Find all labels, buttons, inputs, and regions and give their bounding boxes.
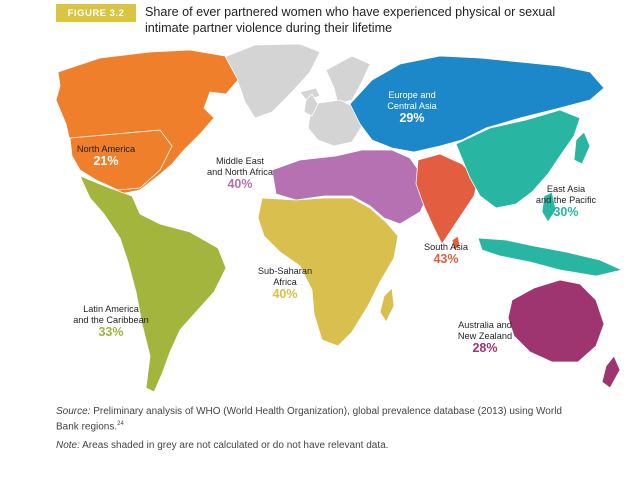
region-latin-america[interactable] xyxy=(79,175,227,393)
label-mena-value: 40% xyxy=(227,177,253,191)
region-mena[interactable] xyxy=(271,149,429,225)
label-ssa-value: 40% xyxy=(272,287,298,301)
label-south-asia-name: South Asia xyxy=(424,242,468,252)
figure-notes: Source: Preliminary analysis of WHO (Wor… xyxy=(56,405,576,458)
label-latin-america-line2: and the Caribbean xyxy=(73,315,149,325)
region-europe-ca[interactable] xyxy=(349,55,605,153)
label-ssa: Sub-Saharan Africa 40% xyxy=(248,266,322,300)
figure-badge: FIGURE 3.2 xyxy=(56,4,136,22)
label-north-america-name: North America xyxy=(76,144,136,154)
label-latin-america-line1: Latin America xyxy=(83,304,139,314)
label-south-asia: South Asia 43% xyxy=(412,242,480,265)
note-text: Areas shaded in grey are not calculated … xyxy=(82,440,389,452)
shading-note: Note: Areas shaded in grey are not calcu… xyxy=(56,439,576,452)
indonesia-shape xyxy=(477,237,624,277)
source-note: Source: Preliminary analysis of WHO (Wor… xyxy=(56,405,576,433)
label-europe-ca-line1: Europe and xyxy=(388,90,436,100)
label-europe-ca-line2: Central Asia xyxy=(387,101,437,111)
region-east-asia[interactable] xyxy=(455,109,581,209)
label-mena-line1: Middle East xyxy=(215,156,264,166)
label-aus-nz-line2: New Zealand xyxy=(457,331,513,341)
region-ssa[interactable] xyxy=(257,197,399,347)
label-east-asia-line2: and the Pacific xyxy=(535,195,597,205)
source-ref: 24 xyxy=(117,421,124,427)
uk-grey-shape xyxy=(303,93,319,117)
nz-shape xyxy=(601,355,621,389)
western-europe-grey-shape xyxy=(307,99,363,147)
scandinavia-grey-shape xyxy=(325,55,371,105)
label-east-asia: East Asia and the Pacific 30% xyxy=(526,184,606,218)
figure-title: Share of ever partnered women who have e… xyxy=(145,5,556,35)
label-europe-ca: Europe and Central Asia 29% xyxy=(372,90,452,124)
label-europe-ca-value: 29% xyxy=(399,111,425,125)
label-latin-america: Latin America and the Caribbean 33% xyxy=(64,304,158,338)
usa-shape xyxy=(69,129,173,191)
madagascar-shape xyxy=(379,287,395,323)
greenland-shape xyxy=(221,43,321,119)
label-aus-nz-line1: Australia and xyxy=(458,320,512,330)
label-mena: Middle East and North Africa 40% xyxy=(200,156,280,190)
label-east-asia-line1: East Asia xyxy=(546,184,586,194)
label-north-america: North America 21% xyxy=(70,144,142,167)
source-text: Preliminary analysis of WHO (World Healt… xyxy=(56,406,562,433)
region-south-asia[interactable] xyxy=(415,153,479,245)
japan-shape xyxy=(573,131,591,165)
label-ssa-line2: Africa xyxy=(273,277,297,287)
label-ssa-line1: Sub-Saharan xyxy=(257,266,313,276)
label-mena-line2: and North Africa xyxy=(207,167,273,177)
region-aus-nz[interactable] xyxy=(507,279,605,363)
source-label: Source: xyxy=(56,406,91,417)
label-south-asia-value: 43% xyxy=(433,252,459,266)
sri-lanka-shape xyxy=(451,235,461,251)
label-latin-america-value: 33% xyxy=(98,325,124,339)
note-label: Note: xyxy=(56,440,80,452)
philippines-shape xyxy=(541,191,557,223)
label-aus-nz-value: 28% xyxy=(472,341,498,355)
label-north-america-value: 21% xyxy=(93,154,119,168)
iceland-shape xyxy=(299,87,321,101)
label-aus-nz: Australia and New Zealand 28% xyxy=(446,320,524,354)
label-east-asia-value: 30% xyxy=(553,205,579,219)
